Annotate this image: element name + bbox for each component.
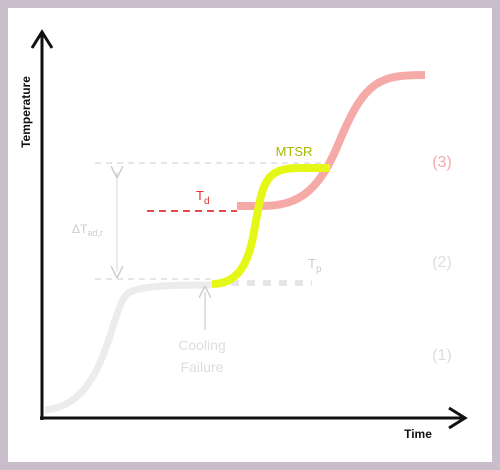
tp-main: T — [308, 256, 316, 271]
failure-label: Failure — [181, 359, 224, 375]
delta-label: ΔTad,r — [72, 222, 103, 238]
x-label: Time — [404, 427, 432, 441]
diagram: Temperature Time MTSR Td Tp ΔTad,r Cooli… — [19, 29, 468, 441]
tp-sub: p — [316, 264, 322, 275]
failure-label: Cooling — [178, 337, 225, 353]
normal-curve — [44, 281, 213, 414]
y-label: Temperature — [19, 76, 33, 148]
td-main: T — [196, 188, 204, 203]
stage-label: (1) — [432, 347, 452, 364]
tp-label: Tp — [308, 256, 322, 275]
runaway-curve — [211, 164, 330, 288]
td-sub: d — [204, 196, 210, 207]
stage-label: (3) — [432, 154, 452, 171]
td-label: Td — [196, 188, 210, 207]
delta-main: ΔT — [72, 222, 88, 236]
mtsr-label: MTSR — [276, 144, 313, 159]
x-arrow — [448, 406, 468, 430]
delta-sub: ad,r — [87, 228, 103, 238]
y-arrow — [30, 29, 54, 49]
stage-label: (2) — [432, 254, 452, 271]
decomposition-curve — [237, 71, 426, 210]
